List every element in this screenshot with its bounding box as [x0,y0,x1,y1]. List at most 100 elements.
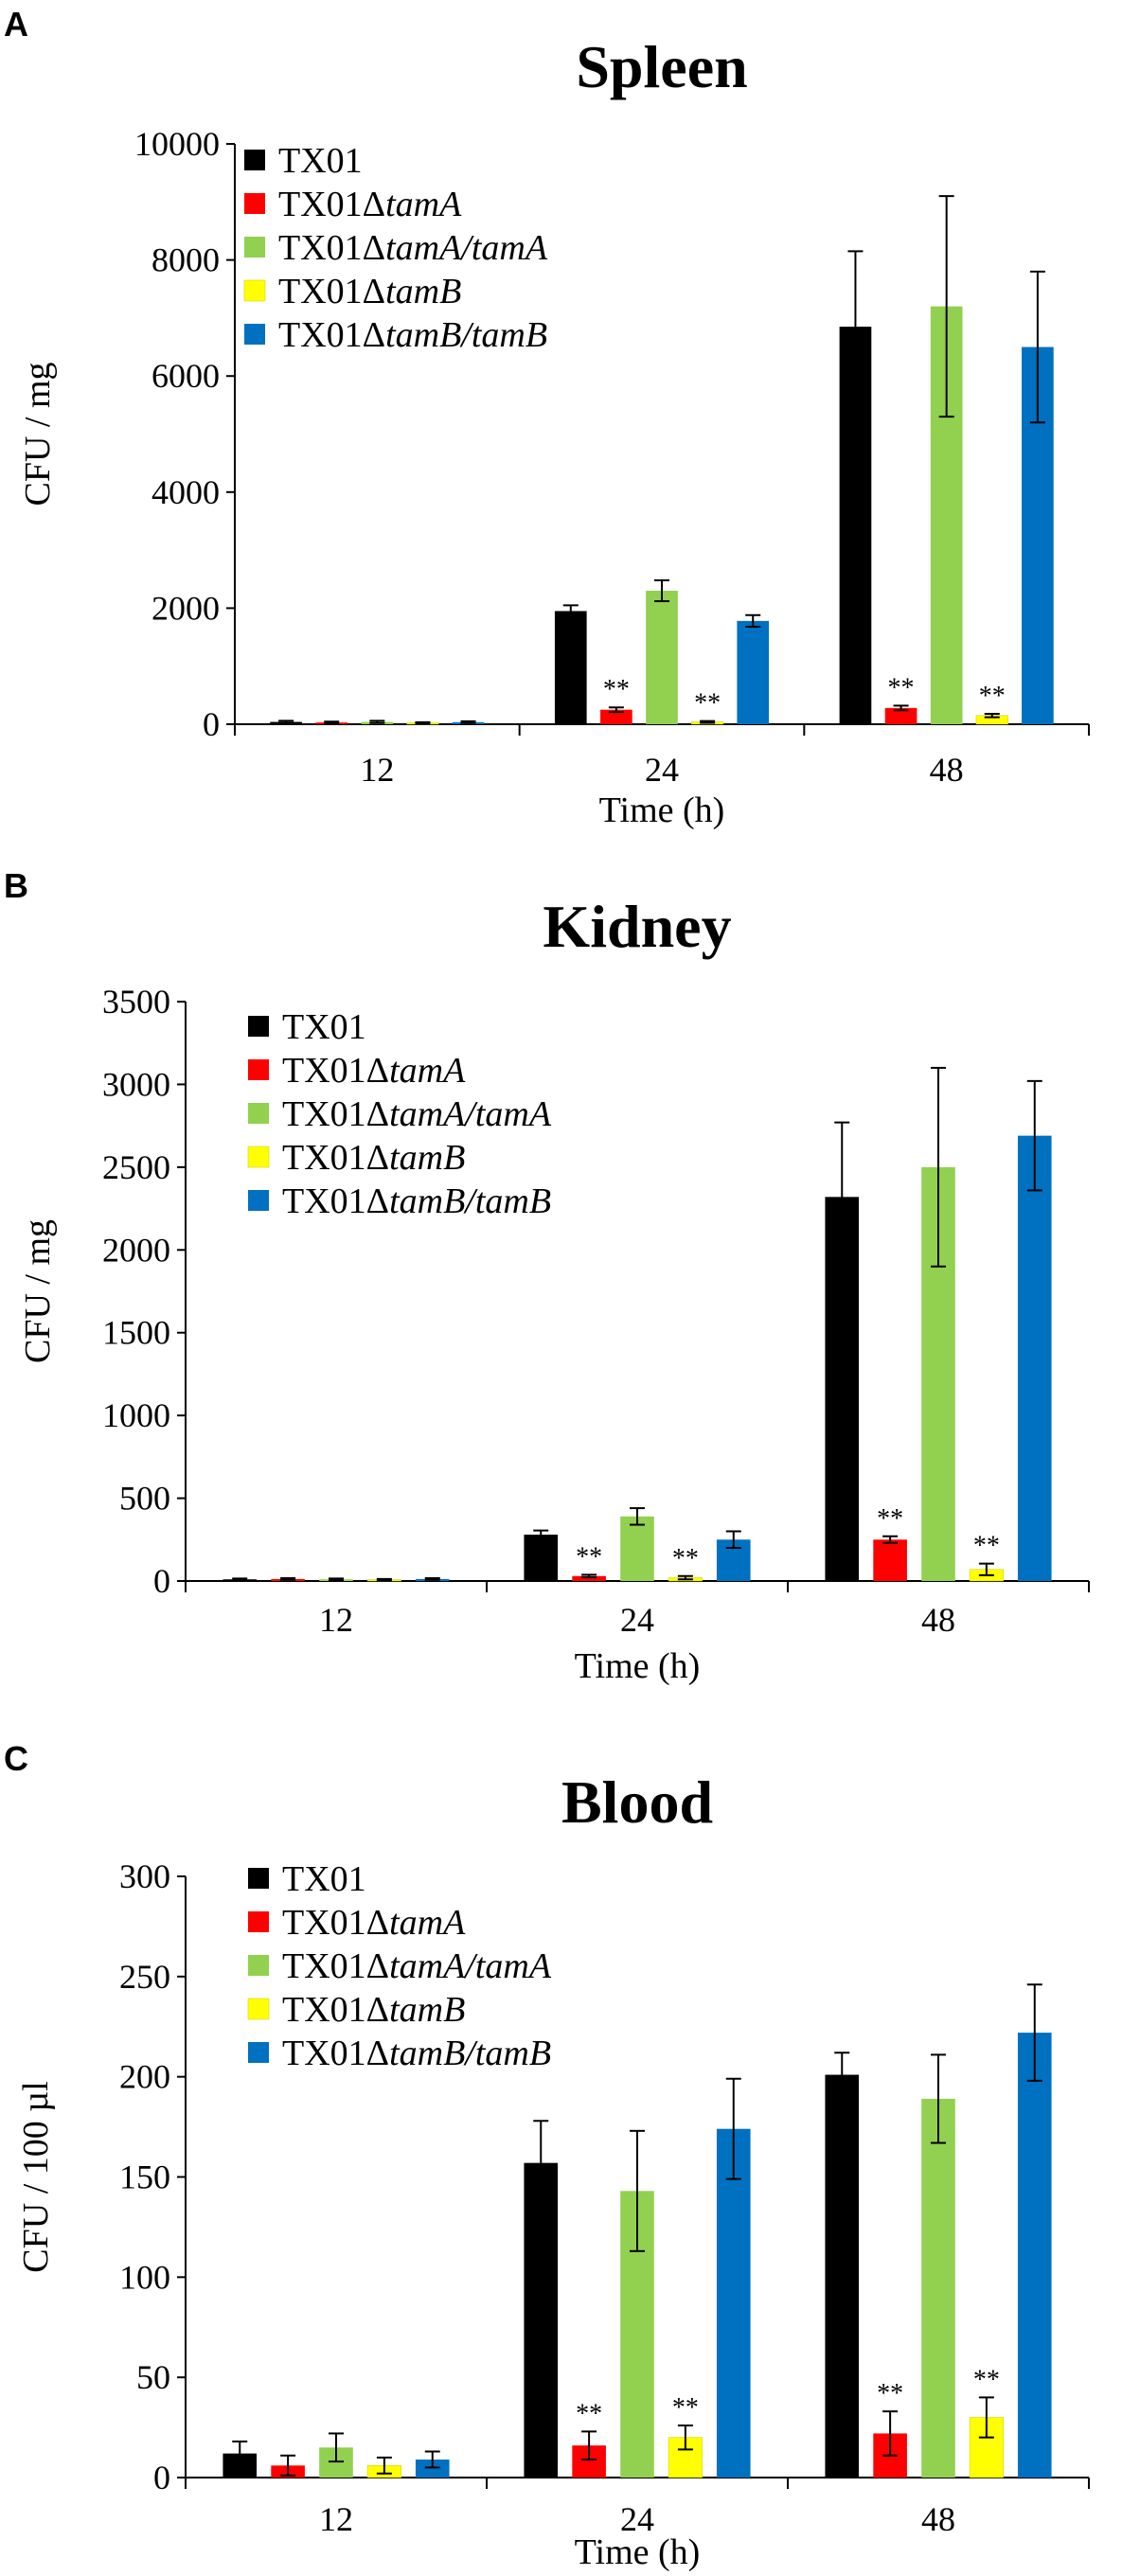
significance-mark: ** [973,1532,1000,1561]
legend-swatch [244,237,265,258]
legend-label-strain: TX01Δ [278,272,385,311]
legend-label-gene: tamA [385,185,462,224]
panel-letter: A [4,5,28,44]
legend-label-gene: tamB [389,1990,465,2030]
legend-label-gene: tamB/tamB [389,2034,551,2073]
y-tick-label: 0 [203,705,220,743]
bar [873,1539,907,1581]
legend-label-gene: tamA [389,1903,466,1943]
panel-letter: C [4,1739,28,1778]
y-tick-label: 4000 [151,473,220,511]
x-tick-label: 12 [360,751,394,789]
legend-label: TX01ΔtamA/tamA [278,228,548,268]
y-tick-label: 3000 [102,1065,170,1103]
legend-label-strain: TX01Δ [282,1946,389,1986]
legend-label-gene: tamA/tamA [385,228,548,268]
legend-swatch [248,1190,269,1211]
y-tick-label: 100 [119,2258,170,2296]
significance-mark: ** [576,1542,602,1572]
significance-mark: ** [888,673,915,702]
x-tick-label: 12 [319,2500,353,2538]
y-tick-label: 8000 [151,241,220,279]
significance-mark: ** [576,2399,602,2428]
bar [921,2098,955,2478]
chart-panel-b: B Kidney 0 500 1000 1500 2000 2500 3000 3500 12 24 4… [4,866,1090,1686]
y-axis-label: CFU / 100 µl [16,2081,56,2272]
chart-title: Kidney [543,893,731,960]
legend-label-strain: TX01Δ [278,228,385,268]
legend-label: TX01 [282,1007,366,1047]
legend-swatch [243,279,266,302]
significance-mark: ** [973,2365,1000,2394]
bar [524,1535,559,1581]
legend-swatch [244,324,265,345]
bar [415,2459,450,2478]
legend-swatch [248,1868,269,1889]
y-tick-label: 50 [136,2358,170,2396]
legend-label: TX01ΔtamA/tamA [282,1946,552,1986]
legend: TX01TX01ΔtamATX01ΔtamA/tamATX01ΔtamBTX01… [247,1859,552,2073]
legend-label-gene: tamB/tamB [385,315,547,355]
legend-label: TX01ΔtamA/tamA [282,1094,552,1134]
y-tick-label: 0 [153,1562,170,1600]
x-tick-label: 12 [319,1601,353,1639]
y-axis-label: CFU / mg [18,362,58,506]
legend-label-gene: tamB [385,272,461,311]
x-tick-label: 24 [645,751,679,789]
significance-mark: ** [694,689,721,719]
y-tick-label: 2500 [102,1148,170,1186]
bar [572,1575,606,1581]
bar [646,591,678,724]
legend-label-strain: TX01 [282,1859,366,1899]
legend-label: TX01ΔtamB [282,1138,465,1178]
bar [1017,2033,1052,2478]
legend-label-strain: TX01Δ [278,185,385,224]
y-tick-label: 0 [153,2459,170,2496]
legend-label-strain: TX01 [282,1007,366,1047]
y-tick-label: 6000 [151,357,220,395]
legend-label-gene: tamB [389,1138,465,1178]
significance-mark: ** [877,1504,903,1534]
y-tick-label: 200 [119,2058,170,2096]
significance-mark: ** [672,2393,699,2423]
legend-label-strain: TX01 [278,141,363,181]
legend-swatch [247,1998,270,2020]
legend-label-gene: tamA/tamA [389,1094,552,1134]
legend-label: TX01ΔtamA [278,185,462,224]
bar [1017,1135,1052,1581]
legend-label: TX01ΔtamB [278,272,461,311]
legend-swatch [248,2042,269,2063]
legend-label-gene: tamB/tamB [389,1181,551,1221]
y-tick-label: 300 [119,1857,170,1895]
x-tick-label: 24 [620,2500,654,2538]
significance-mark: ** [877,2379,903,2408]
significance-mark: ** [979,682,1006,711]
legend-label: TX01ΔtamB/tamB [278,315,547,355]
legend-label: TX01 [282,1859,366,1899]
legend-label-strain: TX01Δ [278,315,385,355]
legend-label-strain: TX01Δ [282,2034,389,2073]
chart-panel-a: A Spleen 0 2000 4000 6000 8000 10000 12 24 48 ** ** *… [4,5,1090,830]
legend-label-strain: TX01Δ [282,1094,389,1134]
y-tick-label: 150 [119,2159,170,2196]
bar [716,2128,751,2478]
y-tick-label: 3500 [102,983,170,1021]
y-tick-label: 500 [119,1480,170,1518]
significance-mark: ** [603,675,630,704]
legend-label-strain: TX01Δ [282,1990,389,2030]
legend-label-strain: TX01Δ [282,1138,389,1178]
chart-title: Blood [561,1768,713,1836]
legend-label-strain: TX01Δ [282,1181,389,1221]
legend-label-strain: TX01Δ [282,1903,389,1943]
bar [825,2074,860,2478]
legend-label: TX01ΔtamA [282,1903,466,1943]
legend-label: TX01ΔtamB/tamB [282,2034,551,2073]
legend-swatch [248,1016,269,1037]
x-tick-label: 48 [921,2500,955,2538]
y-axis-label: CFU / mg [18,1219,58,1363]
y-tick-label: 2000 [102,1231,170,1269]
y-tick-label: 10000 [134,125,220,163]
y-tick-label: 2000 [151,589,220,627]
x-tick-label: 24 [620,1601,654,1639]
